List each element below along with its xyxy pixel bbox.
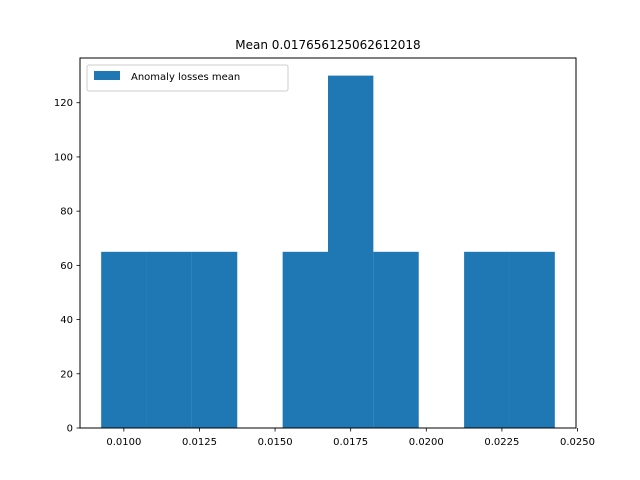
histogram-bar-2	[191, 251, 238, 428]
x-tick-label: 0.0200	[409, 437, 444, 448]
x-tick-label: 0.0125	[182, 437, 217, 448]
x-tick-label: 0.0225	[484, 437, 519, 448]
histogram-bar-0	[101, 251, 147, 428]
y-tick-label: 120	[54, 98, 73, 109]
legend-box	[86, 64, 289, 92]
bars-group	[101, 75, 555, 428]
x-tick-label: 0.0175	[333, 437, 368, 448]
x-tick-label: 0.0150	[258, 437, 293, 448]
legend-swatch	[94, 71, 120, 80]
plot-frame	[79, 57, 577, 429]
histogram-bar-9	[509, 251, 555, 428]
y-tick-label: 80	[60, 207, 73, 218]
histogram-bar-8	[464, 251, 510, 428]
y-tick-label: 20	[60, 369, 73, 380]
y-tick-label: 40	[60, 315, 73, 326]
histogram-bar-4	[282, 251, 328, 428]
x-tick-label: 0.0100	[106, 437, 141, 448]
histogram-bar-5	[328, 75, 374, 428]
x-axis: 0.0100 0.0125 0.0150 0.0175 0.0200 0.0225 0.02…	[106, 428, 595, 448]
legend: Anomaly losses mean	[86, 64, 289, 92]
y-tick-label: 60	[60, 261, 73, 272]
histogram-bar-1	[146, 251, 192, 428]
chart-title: Mean 0.017656125062612018	[235, 38, 420, 52]
y-axis: 0 20 40 60 80 100 120	[54, 98, 80, 435]
y-tick-label: 0	[67, 424, 73, 435]
y-tick-label: 100	[54, 152, 73, 163]
x-tick-label: 0.0250	[560, 437, 595, 448]
histogram-bar-6	[373, 251, 419, 428]
legend-label: Anomaly losses mean	[131, 72, 240, 83]
